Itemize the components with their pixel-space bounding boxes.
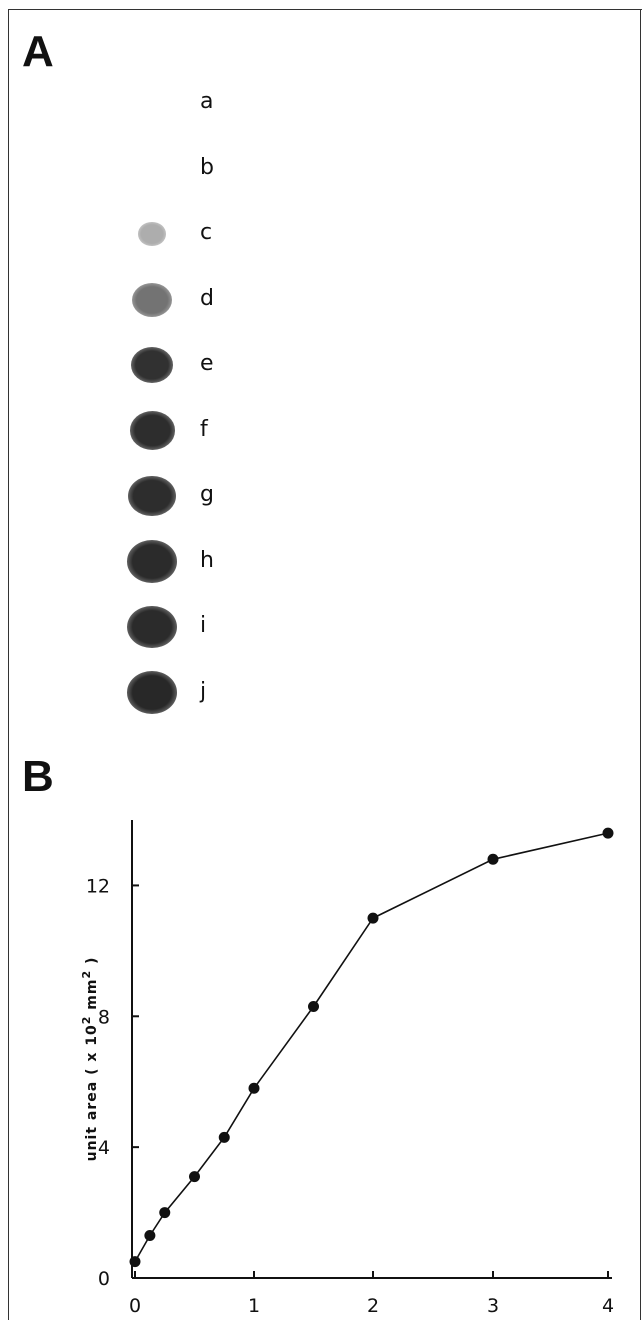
y-axis-title-superscript: 2: [80, 1016, 93, 1025]
standard-curve-chart: 0481201234standard induced RNA (μg)unit …: [80, 820, 614, 1317]
blot-dot-e: [130, 346, 174, 384]
x-tick-label-2: 2: [367, 1295, 379, 1317]
blot-dot-j: [127, 671, 177, 714]
data-point-1: [144, 1229, 156, 1241]
y-tick-label-4: 4: [98, 1137, 110, 1159]
y-axis-title-part: ( x 10: [84, 1024, 100, 1075]
data-point-0: [129, 1256, 141, 1268]
lane-label-j: j: [200, 678, 207, 704]
data-point-9: [602, 827, 614, 839]
panel-b-label: B: [22, 752, 54, 801]
lane-label-f: f: [200, 416, 208, 442]
data-point-4: [218, 1131, 230, 1143]
x-tick-label-3: 3: [487, 1295, 499, 1317]
series-line-0: [134, 832, 609, 1262]
data-point-8: [487, 853, 499, 865]
y-tick-label-0: 0: [98, 1268, 110, 1290]
frame-left-border: [8, 9, 9, 1320]
data-point-7: [367, 912, 379, 924]
dot-blot-panel: a b c d e f g h i j: [127, 89, 214, 714]
x-tick-label-1: 1: [248, 1295, 260, 1317]
data-point-6: [308, 1000, 319, 1012]
y-axis-title: unit area ( x 102 mm2 ): [80, 957, 101, 1162]
blot-dot-i: [127, 605, 177, 649]
blot-dot-d: [132, 282, 172, 317]
lane-label-h: h: [200, 547, 214, 573]
blot-dot-c: [138, 222, 166, 246]
y-tick-label-8: 8: [98, 1006, 110, 1028]
lane-label-c: c: [200, 220, 213, 245]
data-point-3: [189, 1171, 200, 1183]
x-tick-label-4: 4: [602, 1295, 614, 1317]
x-tick-label-0: 0: [129, 1295, 141, 1317]
lane-label-d: d: [200, 285, 214, 311]
lane-label-i: i: [200, 613, 207, 638]
lane-label-e: e: [200, 351, 214, 376]
data-point-2: [159, 1207, 171, 1219]
y-axis-title-superscript: 2: [80, 970, 93, 979]
y-tick-label-12: 12: [86, 875, 110, 897]
y-axis-title-part: mm: [84, 979, 100, 1016]
lane-label-b: b: [200, 154, 214, 180]
y-axis-title-part: unit area: [84, 1075, 100, 1161]
blot-dot-g: [128, 475, 176, 517]
frame-top-border: [8, 9, 642, 10]
lane-label-a: a: [200, 89, 214, 114]
blot-dot-f: [129, 411, 175, 450]
blot-dot-h: [127, 540, 177, 583]
lane-label-g: g: [200, 482, 214, 507]
panel-a-label: A: [22, 27, 54, 76]
frame-right-border: [640, 9, 641, 1320]
data-point-5: [248, 1082, 260, 1094]
y-axis-title-part: ): [84, 957, 100, 970]
